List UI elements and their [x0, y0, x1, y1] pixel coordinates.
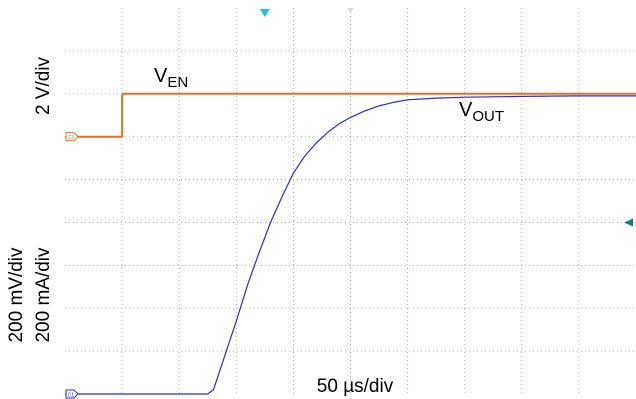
y-axis-label-bottom-2: 200 mA/div — [33, 247, 54, 343]
traces — [65, 92, 636, 395]
channel-1-marker: C1 — [65, 389, 79, 399]
channel-1-marker-text: C1 — [68, 393, 75, 399]
center-reference-marker — [347, 8, 354, 12]
series-label-v-en: VEN — [154, 65, 188, 91]
y-axis-label-bottom-1: 200 mV/div — [6, 247, 27, 343]
channel-3-marker-shape — [65, 132, 79, 142]
channel-3-marker-text: C3 — [68, 135, 75, 141]
series-v-out-trace — [65, 95, 636, 395]
series-label-v-out: VOUT — [459, 99, 504, 125]
x-axis-label: 50 µs/div — [317, 376, 394, 397]
y-axis-label-top: 2 V/div — [33, 56, 54, 115]
channel-1-marker-shape — [65, 389, 79, 399]
labels: 2 V/div 200 mV/div 200 mA/div 50 µs/div … — [6, 56, 504, 397]
grid — [65, 8, 636, 394]
trigger-position-marker — [259, 9, 270, 17]
series-v-en-trace — [65, 92, 636, 138]
channel-markers: C3 C1 — [65, 8, 633, 399]
channel-3-marker: C3 — [65, 132, 79, 142]
trigger-level-marker — [624, 218, 633, 227]
